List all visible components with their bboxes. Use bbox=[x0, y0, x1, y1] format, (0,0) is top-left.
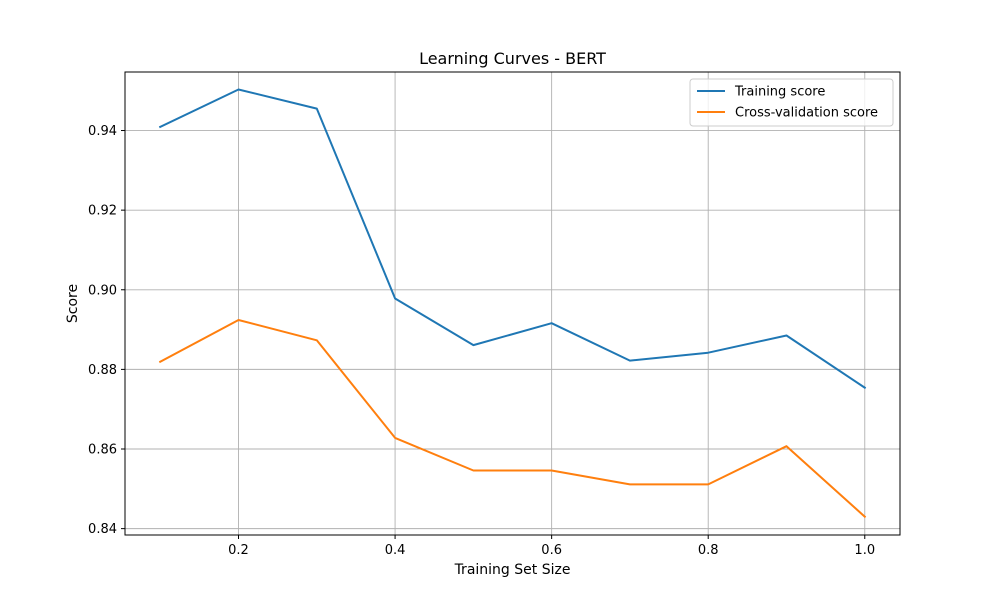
training-score-line bbox=[158, 88, 867, 390]
legend-label-training: Training score bbox=[734, 85, 825, 100]
grid-lines bbox=[125, 72, 900, 535]
plot-area-frame bbox=[124, 71, 901, 536]
axis-ticks: 0.2 0.4 0.6 0.8 1.0 0.84 0.86 0.88 0.90 0.92 0.94 bbox=[88, 124, 875, 558]
chart-title: Learning Curves - BERT bbox=[419, 49, 606, 68]
series-lines bbox=[158, 88, 867, 519]
y-axis-label: Score bbox=[65, 284, 81, 323]
legend-label-cross-validation: Cross-validation score bbox=[735, 106, 878, 121]
x-tick-label: 0.2 bbox=[228, 543, 249, 558]
y-tick-label: 0.86 bbox=[88, 443, 117, 458]
y-tick-label: 0.84 bbox=[88, 522, 117, 537]
legend-box bbox=[689, 78, 894, 127]
y-tick-label: 0.94 bbox=[88, 124, 117, 139]
y-tick-label: 0.90 bbox=[88, 283, 117, 298]
y-tick-label: 0.92 bbox=[88, 204, 117, 219]
x-tick-label: 0.4 bbox=[385, 543, 406, 558]
x-tick-label: 0.8 bbox=[698, 543, 719, 558]
legend: Training score Cross-validation score bbox=[689, 78, 894, 127]
cross-validation-score-line bbox=[158, 319, 867, 519]
x-tick-label: 1.0 bbox=[854, 543, 875, 558]
x-axis-label: Training Set Size bbox=[454, 562, 571, 578]
x-tick-label: 0.6 bbox=[541, 543, 562, 558]
y-tick-label: 0.88 bbox=[88, 363, 117, 378]
